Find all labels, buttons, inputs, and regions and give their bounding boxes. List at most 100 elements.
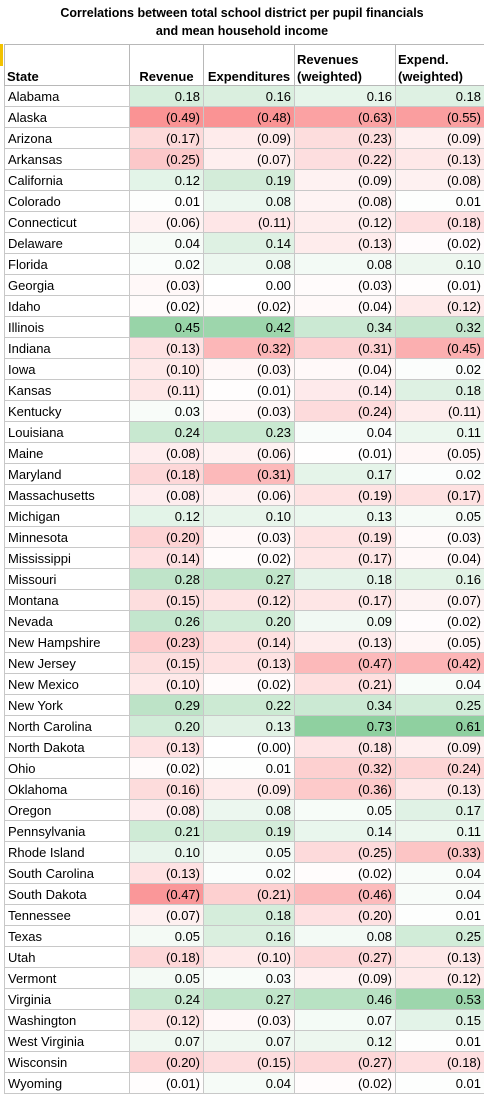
cell-expend-weighted[interactable]: 0.18 <box>395 379 484 401</box>
cell-revenues-weighted[interactable]: (0.17) <box>294 589 396 611</box>
cell-expend-weighted[interactable]: 0.01 <box>395 190 484 212</box>
cell-state[interactable]: Kentucky <box>4 400 130 422</box>
cell-revenue[interactable]: 0.01 <box>129 190 204 212</box>
cell-expenditures[interactable]: 0.23 <box>203 421 295 443</box>
cell-revenue[interactable]: 0.28 <box>129 568 204 590</box>
cell-expend-weighted[interactable]: 0.01 <box>395 1072 484 1094</box>
cell-expend-weighted[interactable]: 0.18 <box>395 85 484 107</box>
cell-expenditures[interactable]: (0.03) <box>203 526 295 548</box>
cell-state[interactable]: Washington <box>4 1009 130 1031</box>
cell-state[interactable]: New Hampshire <box>4 631 130 653</box>
cell-expend-weighted[interactable]: (0.13) <box>395 778 484 800</box>
cell-revenue[interactable]: 0.26 <box>129 610 204 632</box>
cell-expenditures[interactable]: 0.00 <box>203 274 295 296</box>
cell-revenue[interactable]: 0.04 <box>129 232 204 254</box>
cell-expend-weighted[interactable]: (0.02) <box>395 610 484 632</box>
cell-revenues-weighted[interactable]: (0.12) <box>294 211 396 233</box>
cell-state[interactable]: Alaska <box>4 106 130 128</box>
cell-expenditures[interactable]: 0.03 <box>203 967 295 989</box>
cell-revenues-weighted[interactable]: (0.21) <box>294 673 396 695</box>
cell-expenditures[interactable]: (0.12) <box>203 589 295 611</box>
cell-expenditures[interactable]: 0.05 <box>203 841 295 863</box>
header-expend-weighted[interactable]: Expend. (weighted) <box>395 44 484 86</box>
cell-expenditures[interactable]: 0.19 <box>203 820 295 842</box>
header-expenditures[interactable]: Expenditures <box>203 44 295 86</box>
cell-expenditures[interactable]: (0.06) <box>203 442 295 464</box>
cell-expenditures[interactable]: (0.03) <box>203 400 295 422</box>
cell-revenues-weighted[interactable]: (0.04) <box>294 295 396 317</box>
cell-revenues-weighted[interactable]: (0.36) <box>294 778 396 800</box>
cell-expenditures[interactable]: 0.16 <box>203 925 295 947</box>
cell-expenditures[interactable]: 0.16 <box>203 85 295 107</box>
cell-expenditures[interactable]: 0.01 <box>203 757 295 779</box>
cell-revenues-weighted[interactable]: 0.18 <box>294 568 396 590</box>
cell-expenditures[interactable]: (0.48) <box>203 106 295 128</box>
cell-expend-weighted[interactable]: 0.16 <box>395 568 484 590</box>
cell-expend-weighted[interactable]: 0.25 <box>395 694 484 716</box>
cell-expend-weighted[interactable]: (0.08) <box>395 169 484 191</box>
cell-revenue[interactable]: (0.02) <box>129 295 204 317</box>
cell-revenues-weighted[interactable]: 0.07 <box>294 1009 396 1031</box>
cell-state[interactable]: Illinois <box>4 316 130 338</box>
cell-revenue[interactable]: 0.18 <box>129 85 204 107</box>
cell-revenue[interactable]: (0.25) <box>129 148 204 170</box>
cell-revenue[interactable]: (0.20) <box>129 1051 204 1073</box>
cell-state[interactable]: South Dakota <box>4 883 130 905</box>
cell-revenues-weighted[interactable]: (0.32) <box>294 757 396 779</box>
cell-revenues-weighted[interactable]: (0.02) <box>294 1072 396 1094</box>
cell-revenues-weighted[interactable]: (0.31) <box>294 337 396 359</box>
cell-expenditures[interactable]: (0.00) <box>203 736 295 758</box>
cell-revenue[interactable]: (0.15) <box>129 652 204 674</box>
cell-revenue[interactable]: 0.24 <box>129 988 204 1010</box>
cell-revenue[interactable]: (0.10) <box>129 673 204 695</box>
cell-expenditures[interactable]: (0.11) <box>203 211 295 233</box>
cell-expend-weighted[interactable]: (0.45) <box>395 337 484 359</box>
cell-revenue[interactable]: (0.47) <box>129 883 204 905</box>
cell-expenditures[interactable]: 0.08 <box>203 799 295 821</box>
cell-state[interactable]: Ohio <box>4 757 130 779</box>
cell-revenues-weighted[interactable]: (0.47) <box>294 652 396 674</box>
cell-expenditures[interactable]: (0.09) <box>203 778 295 800</box>
cell-revenues-weighted[interactable]: 0.12 <box>294 1030 396 1052</box>
header-revenue[interactable]: Revenue <box>129 44 204 86</box>
cell-state[interactable]: North Dakota <box>4 736 130 758</box>
cell-revenues-weighted[interactable]: (0.04) <box>294 358 396 380</box>
cell-revenue[interactable]: (0.18) <box>129 946 204 968</box>
cell-revenues-weighted[interactable]: 0.08 <box>294 925 396 947</box>
cell-revenues-weighted[interactable]: 0.08 <box>294 253 396 275</box>
cell-revenues-weighted[interactable]: 0.34 <box>294 694 396 716</box>
cell-revenues-weighted[interactable]: (0.17) <box>294 547 396 569</box>
cell-state[interactable]: South Carolina <box>4 862 130 884</box>
cell-revenue[interactable]: 0.02 <box>129 253 204 275</box>
cell-state[interactable]: Florida <box>4 253 130 275</box>
cell-expend-weighted[interactable]: 0.01 <box>395 904 484 926</box>
cell-revenue[interactable]: 0.24 <box>129 421 204 443</box>
cell-state[interactable]: Oregon <box>4 799 130 821</box>
cell-expend-weighted[interactable]: (0.02) <box>395 232 484 254</box>
cell-revenue[interactable]: (0.08) <box>129 799 204 821</box>
cell-revenues-weighted[interactable]: (0.23) <box>294 127 396 149</box>
cell-expend-weighted[interactable]: (0.13) <box>395 148 484 170</box>
cell-expend-weighted[interactable]: 0.05 <box>395 505 484 527</box>
cell-expenditures[interactable]: 0.08 <box>203 190 295 212</box>
cell-expenditures[interactable]: 0.27 <box>203 988 295 1010</box>
cell-revenue[interactable]: 0.10 <box>129 841 204 863</box>
cell-state[interactable]: Mississippi <box>4 547 130 569</box>
cell-revenue[interactable]: 0.12 <box>129 505 204 527</box>
cell-expenditures[interactable]: (0.02) <box>203 295 295 317</box>
cell-expenditures[interactable]: 0.02 <box>203 862 295 884</box>
cell-revenue[interactable]: (0.08) <box>129 484 204 506</box>
cell-expend-weighted[interactable]: 0.02 <box>395 358 484 380</box>
cell-revenues-weighted[interactable]: 0.73 <box>294 715 396 737</box>
cell-expenditures[interactable]: (0.10) <box>203 946 295 968</box>
cell-revenue[interactable]: (0.08) <box>129 442 204 464</box>
cell-revenue[interactable]: 0.05 <box>129 925 204 947</box>
cell-expend-weighted[interactable]: (0.05) <box>395 631 484 653</box>
cell-revenue[interactable]: (0.18) <box>129 463 204 485</box>
cell-revenues-weighted[interactable]: (0.46) <box>294 883 396 905</box>
cell-expend-weighted[interactable]: (0.01) <box>395 274 484 296</box>
cell-expend-weighted[interactable]: 0.53 <box>395 988 484 1010</box>
header-state[interactable]: State <box>4 44 130 86</box>
cell-revenues-weighted[interactable]: 0.34 <box>294 316 396 338</box>
cell-revenues-weighted[interactable]: 0.05 <box>294 799 396 821</box>
